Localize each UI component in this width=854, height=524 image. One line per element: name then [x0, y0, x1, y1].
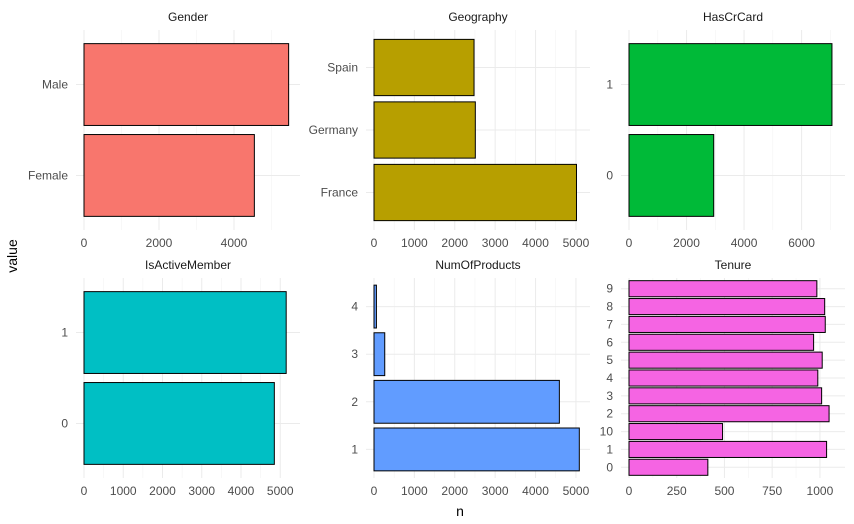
panel-gender: Female Male 0 2000 4000 Gender — [28, 10, 300, 250]
y-tick-label: 4 — [351, 300, 358, 314]
y-axis-title: value — [4, 239, 20, 273]
x-tick-label: 0 — [371, 484, 378, 498]
y-tick-label: 1 — [606, 442, 613, 456]
x-tick-label: 500 — [714, 484, 734, 498]
panel-title: Tenure — [715, 258, 752, 272]
y-tick-label: Female — [28, 168, 68, 182]
bar-hascrcard-1 — [628, 43, 833, 126]
y-tick-label: 8 — [606, 300, 613, 314]
y-tick-label: 0 — [61, 416, 68, 430]
bar-tenure-6 — [628, 333, 815, 351]
bar-gender-female — [83, 134, 255, 217]
x-tick-label: 0 — [81, 236, 88, 250]
x-tick-label: 4000 — [221, 236, 248, 250]
y-tick-label: 6 — [606, 335, 613, 349]
panel-title: IsActiveMember — [145, 258, 231, 272]
y-tick-label: 10 — [600, 425, 614, 439]
y-tick-label: 9 — [606, 282, 613, 296]
bar-tenure-5 — [628, 351, 823, 369]
x-tick-label: 2000 — [146, 236, 173, 250]
x-tick-label: 250 — [667, 484, 687, 498]
y-tick-label: 1 — [351, 442, 358, 456]
y-tick-label: Germany — [309, 123, 358, 137]
x-tick-label: 6000 — [788, 236, 815, 250]
panel-geography: France Germany Spain 0 1000 2000 3000 4000 5000 G… — [309, 10, 590, 250]
y-tick-label: France — [321, 186, 359, 200]
bar-geography-spain — [373, 38, 475, 97]
x-tick-label: 0 — [626, 484, 633, 498]
bar-numofproducts-3 — [373, 332, 386, 377]
bar-numofproducts-1 — [373, 427, 580, 472]
x-tick-label: 2000 — [673, 236, 700, 250]
x-tick-label: 1000 — [807, 484, 834, 498]
panel-tenure: 0 1 10 2 3 4 5 6 7 8 9 0 250 500 750 1000 Tenure — [600, 258, 845, 498]
x-tick-label: 2000 — [149, 484, 176, 498]
y-tick-label: 7 — [606, 317, 613, 331]
y-tick-label: 1 — [61, 326, 68, 340]
panel-title: Geography — [448, 10, 507, 24]
x-tick-label: 0 — [81, 484, 88, 498]
x-axis-title: n — [456, 503, 464, 519]
panel-numofproducts: 1 2 3 4 0 1000 2000 3000 4000 5000 NumOfProducts — [351, 258, 590, 498]
x-tick-label: 2000 — [441, 236, 468, 250]
x-tick-label: 1000 — [401, 236, 428, 250]
x-tick-label: 4000 — [522, 236, 549, 250]
bar-tenure-3 — [628, 387, 823, 405]
y-tick-label: 3 — [351, 347, 358, 361]
x-tick-label: 2000 — [441, 484, 468, 498]
x-tick-label: 5000 — [563, 236, 590, 250]
bar-tenure-10 — [628, 423, 724, 441]
x-tick-label: 4000 — [522, 484, 549, 498]
x-tick-label: 4000 — [228, 484, 255, 498]
bar-tenure-8 — [628, 298, 826, 316]
x-tick-label: 750 — [762, 484, 782, 498]
bar-tenure-4 — [628, 369, 819, 387]
x-tick-label: 0 — [626, 236, 633, 250]
bar-isactivemember-1 — [83, 291, 287, 374]
y-tick-label: 3 — [606, 389, 613, 403]
bar-tenure-0 — [628, 458, 709, 476]
x-tick-label: 3000 — [482, 236, 509, 250]
x-tick-label: 1000 — [110, 484, 137, 498]
y-tick-label: 2 — [351, 395, 358, 409]
y-tick-label: 0 — [606, 460, 613, 474]
y-tick-label: Spain — [327, 61, 358, 75]
bar-tenure-7 — [628, 315, 826, 333]
y-tick-label: 4 — [606, 371, 613, 385]
y-tick-label: Male — [42, 78, 68, 92]
y-tick-label: 1 — [606, 78, 613, 92]
bar-tenure-9 — [628, 280, 818, 298]
bar-hascrcard-0 — [628, 134, 715, 217]
x-tick-label: 3000 — [482, 484, 509, 498]
x-tick-label: 1000 — [401, 484, 428, 498]
panel-title: NumOfProducts — [435, 258, 520, 272]
x-tick-label: 4000 — [731, 236, 758, 250]
bar-numofproducts-4 — [373, 284, 377, 329]
y-tick-label: 2 — [606, 407, 613, 421]
y-tick-label: 0 — [606, 168, 613, 182]
bar-geography-france — [373, 163, 577, 222]
bar-geography-germany — [373, 101, 476, 159]
bar-isactivemember-0 — [83, 382, 275, 465]
x-tick-label: 3000 — [188, 484, 215, 498]
panel-hascrcard: 0 1 0 2000 4000 6000 HasCrCard — [606, 10, 845, 250]
bar-tenure-2 — [628, 405, 830, 423]
panel-title: HasCrCard — [703, 10, 763, 24]
y-tick-label: 5 — [606, 353, 613, 367]
x-tick-label: 5000 — [267, 484, 294, 498]
bar-gender-male — [83, 43, 290, 126]
panel-title: Gender — [168, 10, 208, 24]
bar-numofproducts-2 — [373, 379, 560, 424]
bar-tenure-1 — [628, 440, 828, 458]
x-tick-label: 0 — [371, 236, 378, 250]
panel-isactivemember: 0 1 0 1000 2000 3000 4000 5000 IsActiveMember — [61, 258, 300, 498]
x-tick-label: 5000 — [563, 484, 590, 498]
